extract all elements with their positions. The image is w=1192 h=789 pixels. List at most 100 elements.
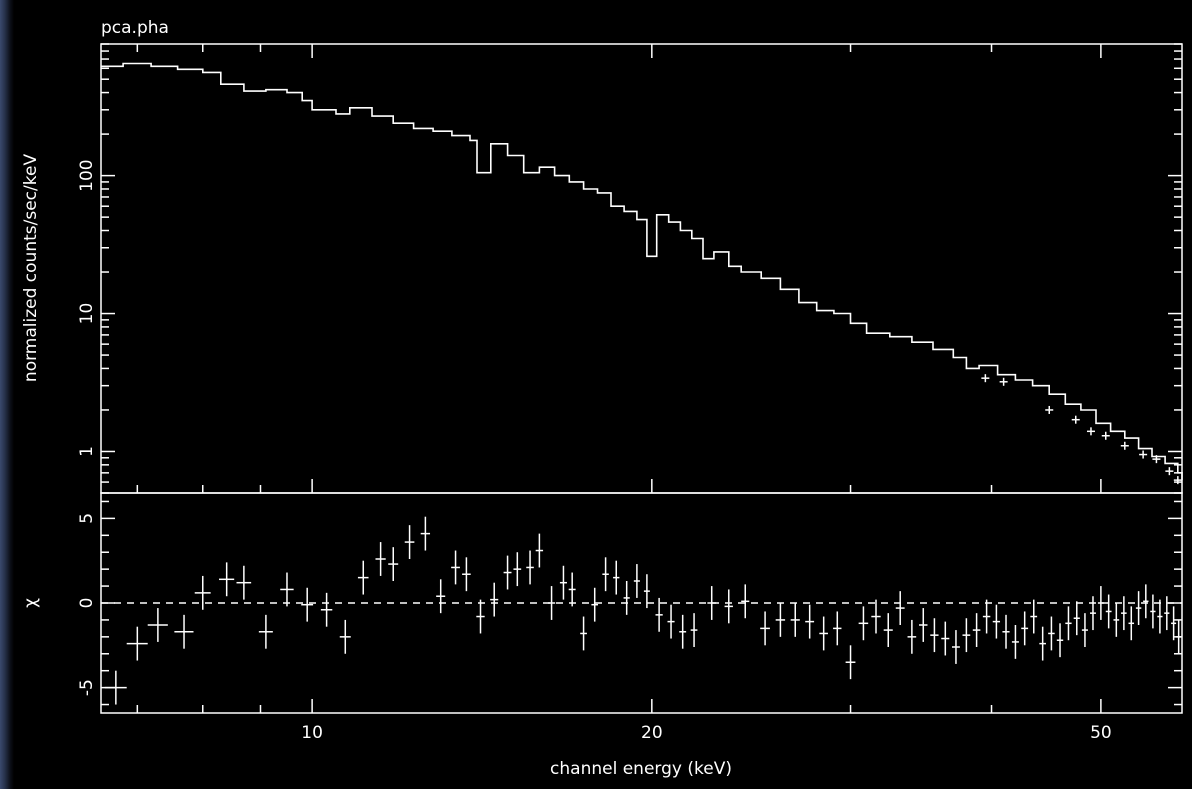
residual-point bbox=[1171, 606, 1177, 641]
residual-point bbox=[643, 574, 650, 609]
residual-point bbox=[724, 589, 733, 624]
residual-point bbox=[104, 670, 127, 705]
residual-point bbox=[655, 597, 663, 632]
residual-point bbox=[741, 584, 750, 619]
residual-point bbox=[1056, 623, 1064, 658]
residual-point bbox=[559, 565, 567, 600]
y-tick-label: 5 bbox=[77, 513, 97, 524]
residual-point bbox=[420, 516, 431, 551]
residual-point bbox=[805, 604, 815, 639]
residual-point bbox=[219, 562, 235, 597]
residual-point bbox=[1157, 599, 1163, 634]
residual-point bbox=[1121, 596, 1127, 631]
residual-point bbox=[613, 560, 620, 595]
spectrum-data-point bbox=[1071, 415, 1080, 424]
spectrum-tick-marks bbox=[101, 43, 1182, 494]
residual-y-axis-title: χ bbox=[21, 598, 41, 608]
residual-point bbox=[819, 616, 828, 651]
model-step-line bbox=[101, 62, 1183, 481]
residual-point bbox=[760, 611, 770, 646]
spectrum-data-point bbox=[1101, 431, 1110, 440]
residual-point bbox=[941, 621, 950, 656]
residual-point bbox=[339, 619, 351, 654]
residual-point bbox=[667, 604, 675, 639]
residual-point bbox=[375, 542, 386, 576]
spectrum-data-point bbox=[1139, 450, 1148, 459]
residual-points bbox=[104, 516, 1182, 705]
spectrum-data-point bbox=[1086, 427, 1095, 436]
residual-point bbox=[895, 591, 905, 625]
residual-point bbox=[992, 604, 1001, 639]
residual-point bbox=[194, 575, 211, 610]
residual-point bbox=[568, 572, 576, 607]
residual-point bbox=[1143, 584, 1149, 619]
residual-point bbox=[930, 618, 939, 653]
plot-label: pca.pha bbox=[101, 18, 169, 38]
residual-point bbox=[1039, 626, 1046, 661]
residual-point bbox=[357, 560, 369, 595]
residual-point bbox=[1097, 586, 1104, 620]
residual-point bbox=[1105, 594, 1112, 629]
spectrum-data-point bbox=[1045, 405, 1054, 414]
residual-point bbox=[147, 608, 168, 642]
spectrum-data-point bbox=[1165, 467, 1174, 476]
residual-point bbox=[580, 616, 587, 651]
residual-point bbox=[679, 614, 687, 649]
residual-point bbox=[1164, 596, 1170, 631]
residual-point bbox=[1048, 616, 1055, 651]
residual-y-tick-labels: -5 0 5 bbox=[77, 513, 97, 696]
residual-point bbox=[602, 557, 609, 592]
residual-point bbox=[258, 614, 273, 649]
x-tick-labels: 10 20 50 bbox=[301, 723, 1111, 743]
edge-glow bbox=[0, 0, 14, 789]
residual-point bbox=[707, 586, 717, 620]
residual-tick-marks bbox=[101, 500, 1182, 713]
residual-point bbox=[1150, 594, 1156, 629]
y-axis-title: normalized counts/sec/keV bbox=[21, 154, 41, 383]
residual-point bbox=[526, 550, 534, 585]
x-tick-label: 50 bbox=[1090, 723, 1112, 743]
residual-point bbox=[1135, 591, 1142, 625]
y-tick-label: 10 bbox=[77, 303, 97, 325]
residual-point bbox=[919, 608, 928, 642]
spectrum-data-point bbox=[1120, 441, 1129, 450]
residual-point bbox=[1011, 625, 1019, 659]
residual-point bbox=[907, 619, 917, 654]
residual-point bbox=[1065, 606, 1072, 641]
residual-point bbox=[845, 645, 856, 680]
residual-point bbox=[883, 613, 893, 647]
residual-point bbox=[1073, 601, 1080, 636]
residual-point bbox=[436, 579, 446, 614]
residual-point bbox=[623, 581, 630, 615]
residual-point bbox=[126, 626, 148, 661]
y-tick-label: -5 bbox=[77, 679, 97, 696]
residual-point bbox=[951, 630, 960, 664]
residual-point bbox=[503, 555, 512, 590]
spectrum-data-point bbox=[981, 374, 990, 383]
residual-point bbox=[982, 599, 991, 634]
residual-point bbox=[451, 550, 460, 585]
residual-point bbox=[1089, 596, 1096, 631]
residual-point bbox=[476, 599, 485, 634]
residual-point bbox=[591, 587, 599, 622]
residual-point bbox=[1021, 611, 1029, 646]
residual-point bbox=[174, 614, 194, 649]
residual-point bbox=[301, 587, 314, 622]
residual-point bbox=[535, 533, 544, 568]
residual-point bbox=[871, 599, 881, 634]
spectrum-data-point bbox=[999, 377, 1008, 386]
residual-point bbox=[633, 564, 640, 598]
spectrum-frame bbox=[100, 43, 1183, 494]
x-axis-title: channel energy (keV) bbox=[550, 759, 732, 779]
residual-point bbox=[547, 586, 556, 620]
residual-point bbox=[388, 547, 399, 581]
spectrum-data-points bbox=[981, 374, 1182, 485]
residual-point bbox=[690, 613, 698, 647]
y-tick-label: 100 bbox=[77, 159, 97, 191]
residual-point bbox=[858, 606, 869, 641]
residual-point bbox=[1113, 603, 1120, 637]
residual-point bbox=[280, 572, 294, 607]
residual-point bbox=[1128, 606, 1135, 641]
